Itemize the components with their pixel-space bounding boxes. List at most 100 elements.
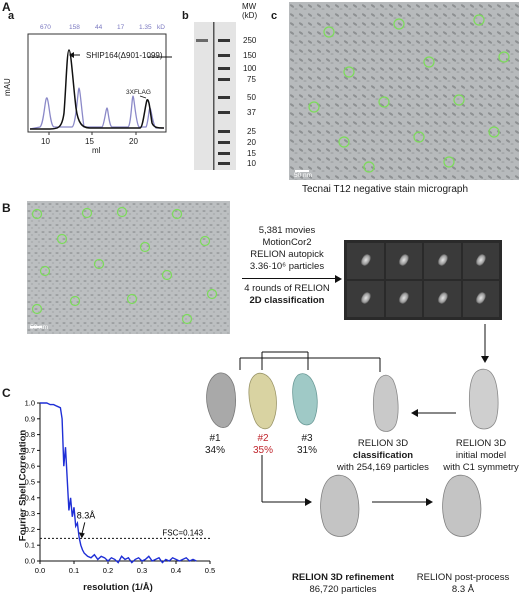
fsc-ytick-label: 0.9 xyxy=(25,414,35,423)
chromatogram-frame xyxy=(27,33,167,133)
subpanel-label-a: a xyxy=(8,10,15,22)
micrograph-scale-b: 50 nm xyxy=(30,324,49,331)
size-exclusion-chromatogram xyxy=(27,33,172,135)
fsc-threshold-label: FSC=0.143 xyxy=(162,528,203,537)
post-process-title: RELION post-process xyxy=(416,572,510,583)
class-1-label: #1 34% xyxy=(198,433,232,457)
refinement-title: RELION 3D refinement xyxy=(292,572,394,583)
fsc-ytick-label: 0.6 xyxy=(25,462,35,471)
class-average xyxy=(424,281,461,317)
post-process-sub: 8.3 Å xyxy=(451,584,475,595)
initial-line2: initial model xyxy=(455,450,507,461)
chromatogram-ylabel: mAU xyxy=(3,78,12,96)
mw-unit: (kD) xyxy=(242,11,258,20)
post-process-label: RELION post-process 8.3 Å xyxy=(410,572,516,596)
fsc-ytick-label: 1.0 xyxy=(25,399,35,408)
fsc-ytick-label: 0.8 xyxy=(25,430,35,439)
marker-150: 150 xyxy=(243,51,257,60)
post-process-map xyxy=(442,474,482,537)
subpanel-label-b: b xyxy=(182,10,189,22)
fsc-ytick-label: 0.2 xyxy=(25,525,35,534)
standard-unit: kD xyxy=(157,24,165,31)
class-average xyxy=(347,243,384,279)
panel-label-A: A xyxy=(2,0,11,14)
fsc-ylabel: Fourier Shell Correlation xyxy=(17,429,29,542)
processing-workflow: 5,381 movies MotionCor2 RELION autopick … xyxy=(232,225,342,273)
fsc-xtick-label: 0.3 xyxy=(137,566,147,575)
fsc-xtick-label: 0.5 xyxy=(205,566,215,575)
class-average xyxy=(462,243,499,279)
class-2-label: #2 35% xyxy=(246,433,280,457)
marker-10: 10 xyxy=(247,159,256,168)
classification-map xyxy=(372,374,399,432)
fsc-xtick-label: 0.0 xyxy=(35,566,45,575)
marker-15: 15 xyxy=(247,149,256,158)
standard-44: 44 xyxy=(95,24,103,31)
refinement-map xyxy=(320,474,360,537)
marker-50: 50 xyxy=(247,93,256,102)
marker-37: 37 xyxy=(247,108,256,117)
workflow-diagram xyxy=(206,324,499,537)
fsc-ytick-label: 0.4 xyxy=(25,493,35,502)
fsc-ytick-label: 0.0 xyxy=(25,557,35,566)
standard-1-35: 1.35 xyxy=(139,24,152,31)
fsc-xtick-label: 0.1 xyxy=(69,566,79,575)
chromatogram-xlabel: ml xyxy=(92,146,101,155)
fsc-annotation-arrow xyxy=(81,522,86,535)
peak-label: SHIP164(Δ901-1099) xyxy=(86,51,163,60)
class-average xyxy=(347,281,384,317)
chromatogram-xtick-20: 20 xyxy=(129,137,138,146)
class-3-map xyxy=(292,373,318,426)
fsc-xtick-label: 0.2 xyxy=(103,566,113,575)
class-average xyxy=(462,281,499,317)
fsc-ticks: 0.0 0.1 0.2 0.3 0.4 0.5 0.6 0.7 0.8 0.9 1.0 0.0 0.1 0… xyxy=(25,399,215,576)
sample-trace xyxy=(30,49,165,130)
fsc-annotation: 8.3Å xyxy=(77,510,96,520)
class-2-id: #2 xyxy=(257,433,269,444)
initial-model-map xyxy=(468,368,499,430)
initial-title: RELION 3D xyxy=(455,438,507,449)
fsc-ytick-label: 0.1 xyxy=(25,541,35,550)
class-2-pct: 35% xyxy=(252,445,273,456)
micrograph-caption: Tecnai T12 negative stain micrograph xyxy=(302,184,469,195)
fsc-xtick-label: 0.4 xyxy=(171,566,181,575)
fsc-ytick-label: 0.5 xyxy=(25,478,35,487)
workflow-line-4: 3.36·10⁶ particles xyxy=(249,261,325,272)
initial-line3: with C1 symmetry xyxy=(443,462,519,473)
fsc-xlabel: resolution (1/Å) xyxy=(83,582,153,593)
standards-trace xyxy=(29,87,164,130)
fsc-chart: 0.0 0.1 0.2 0.3 0.4 0.5 0.6 0.7 0.8 0.9 1.0 0.0 0.1 0… xyxy=(25,399,215,576)
standard-158: 158 xyxy=(69,24,80,31)
standard-670: 670 xyxy=(40,24,51,31)
workflow-line-1: 5,381 movies xyxy=(258,225,316,236)
marker-250: 250 xyxy=(243,36,257,45)
refinement-label: RELION 3D refinement 86,720 particles xyxy=(288,572,398,596)
class-1-map xyxy=(206,372,236,428)
marker-100: 100 xyxy=(243,64,257,73)
fsc-curve xyxy=(40,402,197,564)
micrograph-scale-c: 50 nm xyxy=(294,172,313,179)
standard-17: 17 xyxy=(117,24,125,31)
class-average xyxy=(385,281,422,317)
marker-20: 20 xyxy=(247,138,256,147)
fsc-ytick-label: 0.3 xyxy=(25,509,35,518)
class-average xyxy=(385,243,422,279)
workflow-line-5: 4 rounds of RELION xyxy=(244,283,330,294)
small-peak-label: 3XFLAG xyxy=(126,89,151,96)
panel-label-C: C xyxy=(2,386,11,400)
classification-title: RELION 3D xyxy=(357,438,409,449)
fsc-annotation-arrowhead xyxy=(78,532,85,539)
workflow-2d: 4 rounds of RELION 2D classification xyxy=(232,283,342,307)
class-3-pct: 31% xyxy=(296,445,317,456)
classification-sub: with 254,169 particles xyxy=(337,462,429,473)
negative-stain-micrograph xyxy=(289,2,519,180)
initial-model-label: RELION 3D initial model with C1 symmetry xyxy=(442,438,520,474)
marker-25: 25 xyxy=(247,127,256,136)
class-average xyxy=(424,243,461,279)
workflow-arrow-head xyxy=(335,275,342,283)
workflow-arrow-line xyxy=(242,278,335,279)
subpanel-label-c: c xyxy=(271,10,278,22)
classification-label: RELION 3D classification with 254,169 pa… xyxy=(328,438,438,474)
workflow-line-3: RELION autopick xyxy=(250,249,324,260)
refinement-sub: 86,720 particles xyxy=(309,584,377,595)
